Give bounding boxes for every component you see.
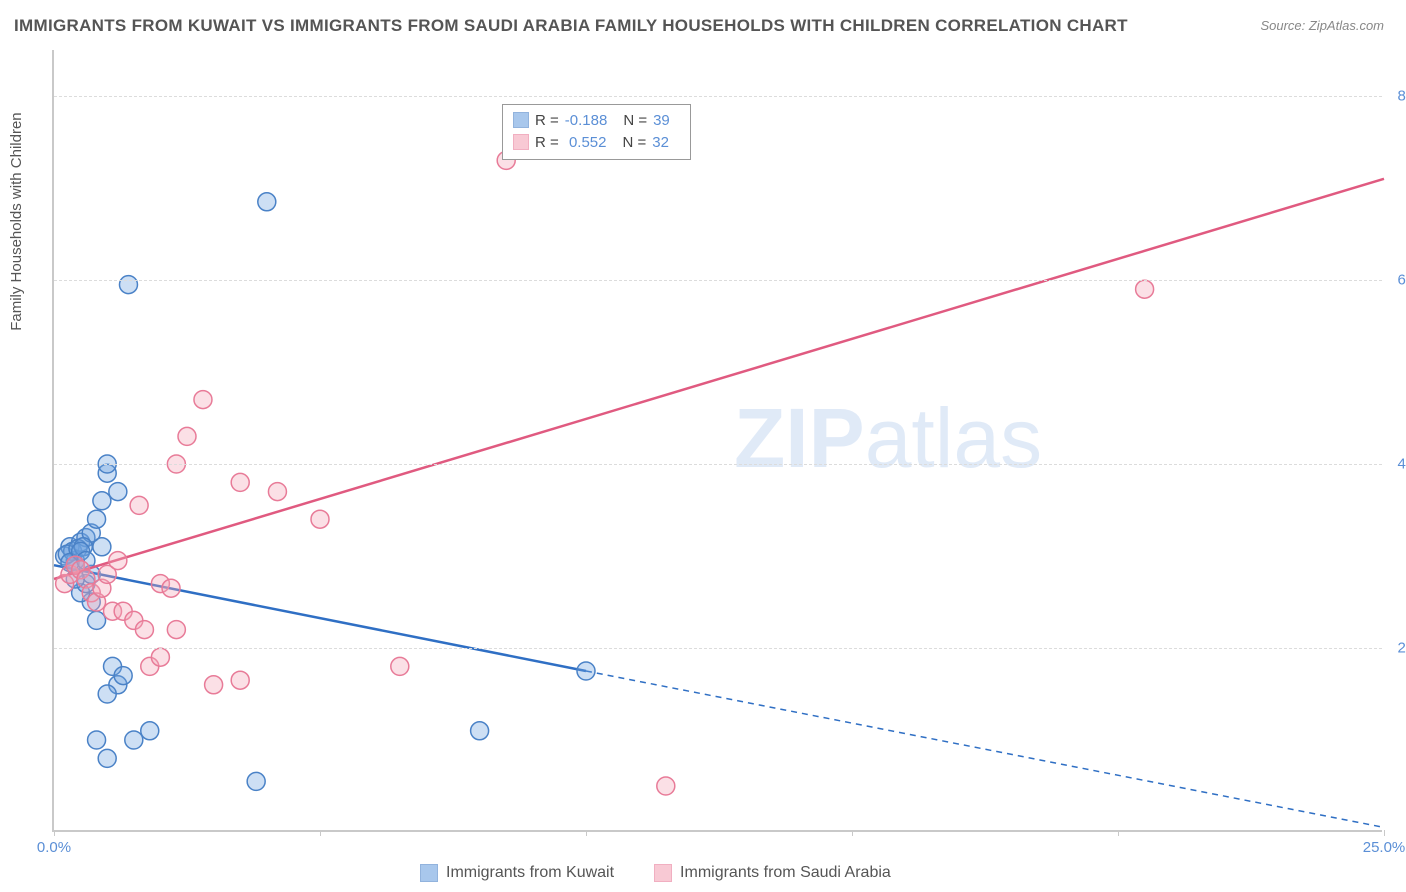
y-tick-label: 80.0% [1390,88,1406,105]
legend-stats-row-0: R = -0.188 N = 39 [513,109,680,131]
bottom-legend-item-1: Immigrants from Saudi Arabia [654,864,891,882]
legend-swatch-0 [513,112,529,128]
bottom-legend-swatch-0 [420,864,438,882]
y-tick-label: 40.0% [1390,456,1406,473]
chart-title: IMMIGRANTS FROM KUWAIT VS IMMIGRANTS FRO… [14,16,1128,36]
chart-container: IMMIGRANTS FROM KUWAIT VS IMMIGRANTS FRO… [0,0,1406,892]
legend-n-0: 39 [653,112,670,129]
y-tick-label: 60.0% [1390,272,1406,289]
chart-svg [54,50,1382,830]
source-label: Source: ZipAtlas.com [1260,18,1384,33]
legend-r-0: -0.188 [565,112,608,129]
bottom-legend-label-0: Immigrants from Kuwait [446,864,614,882]
legend-swatch-1 [513,134,529,150]
legend-stats-row-1: R = 0.552 N = 32 [513,131,680,153]
bottom-legend-swatch-1 [654,864,672,882]
y-tick-label: 20.0% [1390,640,1406,657]
bottom-legend-label-1: Immigrants from Saudi Arabia [680,864,891,882]
plot-area: ZIPatlas 20.0%40.0%60.0%80.0%0.0%25.0% [52,50,1382,832]
x-tick-label: 25.0% [1363,839,1406,856]
bottom-legend-item-0: Immigrants from Kuwait [420,864,614,882]
y-axis-label: Family Households with Children [8,112,25,330]
x-tick-label: 0.0% [37,839,71,856]
bottom-legend: Immigrants from Kuwait Immigrants from S… [420,864,891,882]
legend-n-1: 32 [652,134,669,151]
legend-r-1: 0.552 [569,134,607,151]
legend-stats-box: R = -0.188 N = 39 R = 0.552 N = 32 [502,104,691,160]
